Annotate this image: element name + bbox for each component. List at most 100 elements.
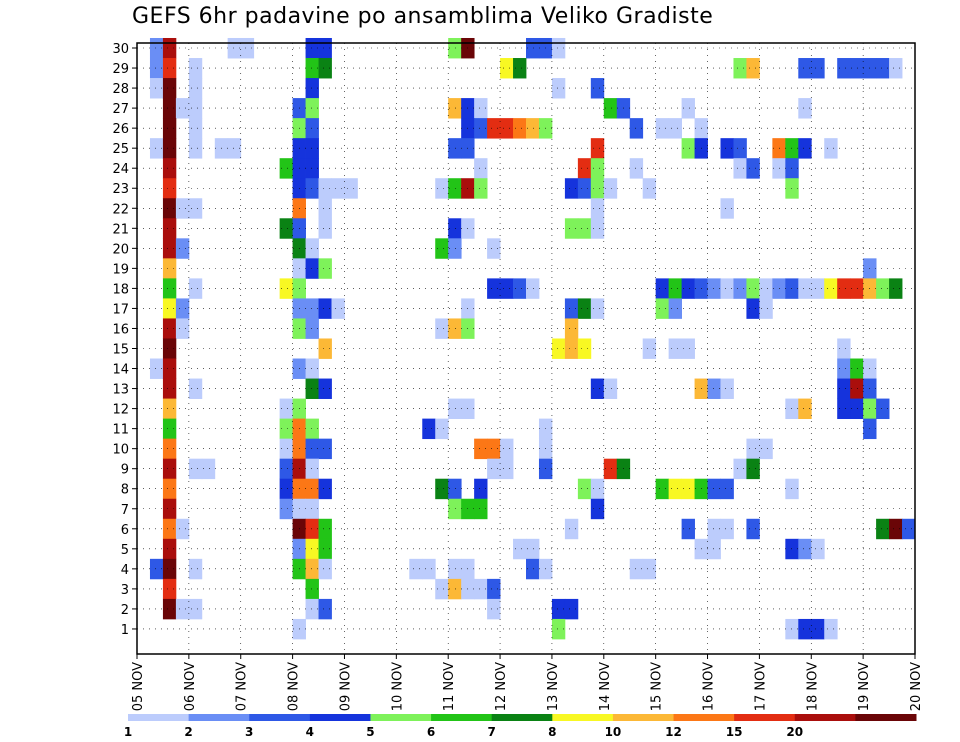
y-tick-label: 7	[121, 503, 129, 518]
heat-cell	[149, 138, 164, 159]
heat-cell	[188, 598, 203, 620]
y-tick-label: 25	[112, 142, 129, 157]
heat-cell	[435, 478, 449, 500]
heat-cell	[811, 58, 825, 79]
heat-cell	[603, 378, 618, 399]
heat-cell	[590, 498, 605, 520]
heat-cell	[876, 398, 890, 420]
heat-cell	[733, 458, 747, 480]
x-tick-label: 13 NOV	[546, 662, 561, 711]
heat-cell	[850, 398, 864, 420]
y-tick-label: 26	[112, 122, 129, 137]
heat-cell	[435, 418, 449, 440]
heat-cell	[629, 558, 644, 580]
x-tick-label: 16 NOV	[702, 662, 717, 711]
heat-cell	[422, 418, 436, 440]
heat-cell	[318, 438, 332, 460]
y-tick-label: 13	[112, 383, 129, 398]
y-tick-label: 4	[121, 563, 129, 578]
heat-cell	[162, 518, 177, 540]
heat-cell	[746, 518, 760, 540]
heat-cell	[526, 558, 540, 580]
colorbar-swatch	[673, 714, 735, 721]
heat-cell	[162, 398, 177, 420]
colorbar-label: 7	[488, 725, 496, 739]
heat-cell	[564, 298, 579, 319]
heat-cell	[681, 138, 695, 159]
heat-cell	[487, 438, 501, 460]
heat-cell	[188, 378, 203, 399]
heat-cell	[318, 178, 332, 199]
x-tick-label: 12 NOV	[494, 662, 509, 711]
heat-cell	[590, 198, 605, 219]
heat-cell	[448, 98, 462, 119]
heat-cell	[331, 178, 345, 199]
heat-cell	[526, 37, 540, 59]
colorbar-swatch	[431, 714, 493, 721]
heat-cell	[188, 558, 203, 580]
heat-cell	[162, 58, 177, 79]
y-tick-label: 5	[121, 543, 129, 558]
colorbar-label: 20	[786, 725, 803, 739]
heat-cell	[162, 338, 177, 359]
heat-cell	[889, 58, 903, 79]
heat-cell	[305, 258, 319, 279]
heat-cell	[487, 578, 501, 600]
heat-cell	[188, 138, 203, 159]
heat-cell	[603, 98, 618, 119]
heat-cell	[785, 158, 799, 179]
heat-cell	[590, 218, 605, 239]
cells-layer	[149, 37, 916, 640]
heat-cell	[642, 338, 657, 359]
x-tick-label: 20 NOV	[909, 662, 924, 711]
heat-cell	[889, 518, 903, 540]
heat-cell	[590, 378, 605, 399]
heat-cell	[668, 118, 682, 139]
heat-cell	[564, 218, 579, 239]
heat-cell	[448, 398, 462, 420]
heat-cell	[837, 338, 851, 359]
heat-cell	[162, 258, 177, 279]
heat-cell	[811, 538, 825, 560]
heat-cell	[162, 78, 177, 99]
x-tick-label: 10 NOV	[390, 662, 405, 711]
heat-cell	[577, 218, 592, 239]
heat-cell	[188, 118, 203, 139]
colorbar-label: 1	[124, 725, 132, 739]
heat-cell	[448, 318, 462, 339]
heat-cell	[551, 338, 566, 359]
x-tick-label: 19 NOV	[857, 662, 872, 711]
heat-cell	[162, 118, 177, 139]
x-tick-label: 07 NOV	[235, 662, 250, 711]
heat-cell	[162, 598, 177, 620]
heat-cell	[824, 618, 838, 640]
heat-cell	[318, 298, 332, 319]
y-tick-label: 18	[112, 282, 129, 297]
heat-cell	[577, 338, 592, 359]
heat-cell	[759, 438, 773, 460]
y-tick-label: 12	[112, 403, 129, 418]
heat-cell	[305, 558, 319, 580]
colorbar-swatch	[552, 714, 614, 721]
colorbar-swatch	[734, 714, 796, 721]
heat-cell	[733, 158, 747, 179]
heat-cell	[500, 278, 514, 299]
heat-cell	[318, 478, 332, 500]
heat-cell	[668, 298, 682, 319]
colorbar-label: 5	[366, 725, 374, 739]
heat-cell	[162, 278, 177, 299]
heat-cell	[162, 538, 177, 560]
heat-cell	[655, 118, 670, 139]
heat-cell	[564, 598, 579, 620]
colorbar-label: 6	[427, 725, 435, 739]
y-tick-label: 14	[112, 363, 129, 378]
heat-cell	[707, 378, 721, 399]
heat-cell	[798, 618, 812, 640]
heat-cell	[629, 158, 644, 179]
heat-cell	[162, 218, 177, 239]
heat-cell	[577, 298, 592, 319]
heat-cell	[798, 58, 812, 79]
heat-cell	[720, 518, 734, 540]
heat-cell	[162, 37, 177, 59]
heat-cell	[331, 298, 345, 319]
